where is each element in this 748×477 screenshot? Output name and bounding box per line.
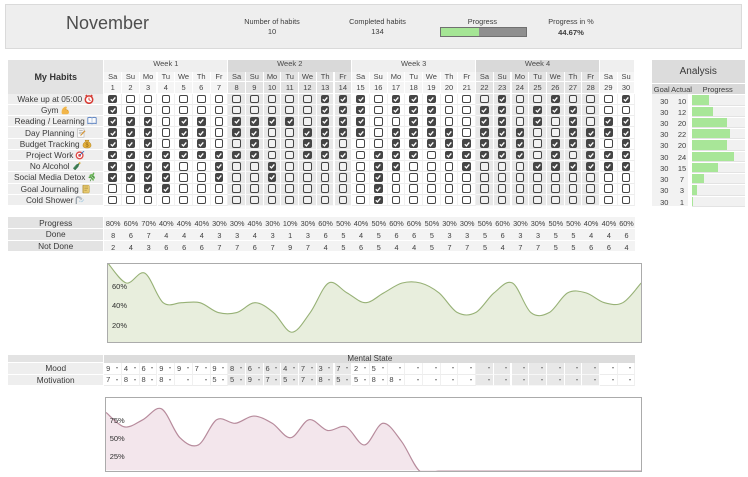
svg-text:$: $: [85, 142, 88, 148]
